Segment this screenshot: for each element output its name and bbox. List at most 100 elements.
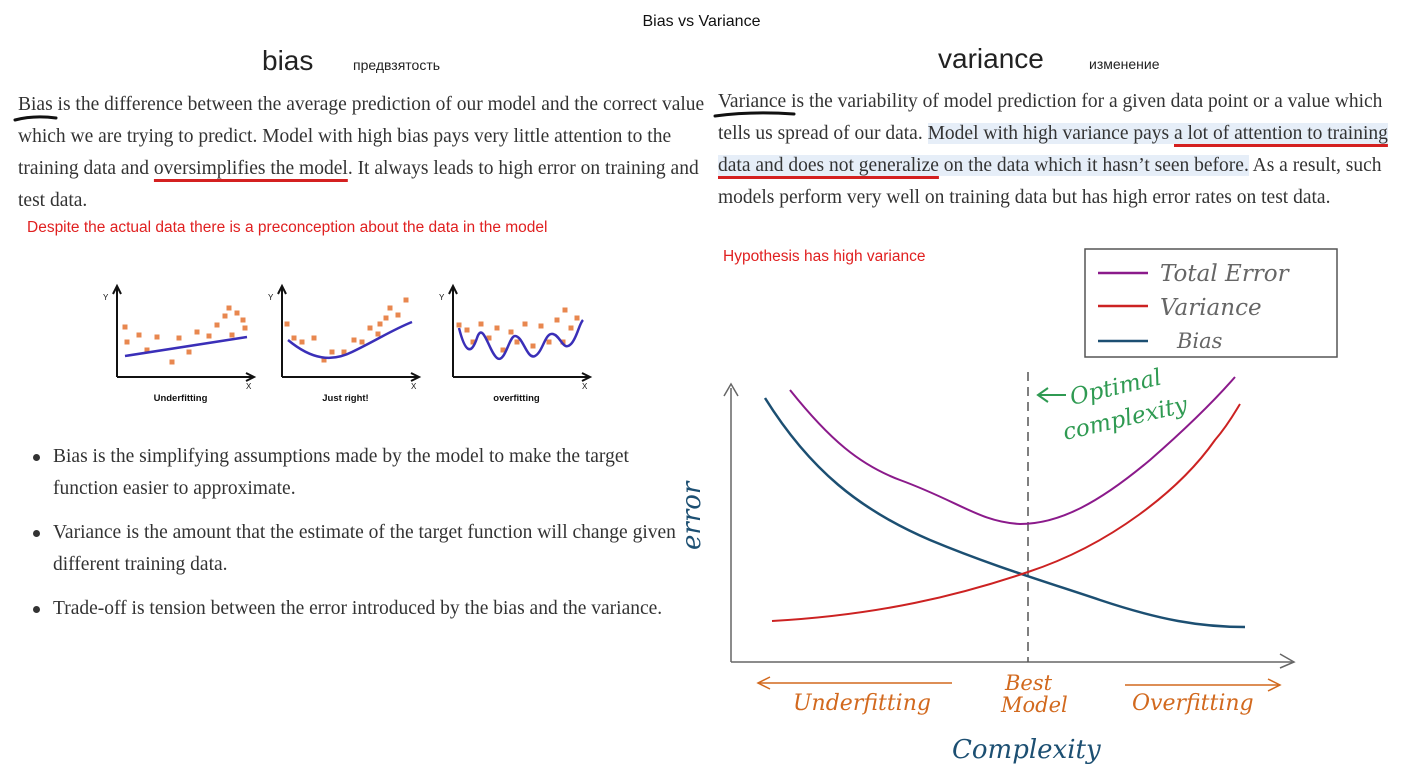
bias-note: Despite the actual data there is a preco… (27, 219, 548, 236)
bias-pen-underline (13, 115, 58, 122)
fit-data-point (124, 339, 130, 345)
fit-data-point (311, 335, 317, 341)
fit-data-point (514, 339, 520, 345)
fit-data-point (562, 307, 568, 313)
fit-data-point (169, 359, 175, 365)
fit-data-point (456, 322, 462, 328)
fit-data-point (299, 339, 305, 345)
fit-data-point (470, 339, 476, 345)
variance-heading: variance (938, 43, 1044, 74)
optimal-arrow (1036, 387, 1066, 403)
total-error-curve (789, 376, 1236, 526)
fit-data-point (574, 315, 580, 321)
fit-data-point (359, 339, 365, 345)
best-label-line2: Model (1000, 693, 1068, 717)
fit-axis-x: X (246, 382, 252, 391)
fit-data-point (229, 332, 235, 338)
legend-variance-label: Variance (1160, 295, 1262, 321)
fit-data-point (122, 324, 128, 330)
fit-curve (124, 335, 248, 358)
fit-data-point (403, 297, 409, 303)
fit-data-point (387, 305, 393, 311)
y-axis-label: error (680, 480, 707, 550)
fit-plot-label: Just right! (322, 393, 368, 404)
fit-data-point (508, 329, 514, 335)
variance-note: Hypothesis has high variance (723, 248, 926, 265)
fit-data-point (546, 339, 552, 345)
bias-term: Bias (18, 94, 53, 115)
fit-data-point (377, 321, 383, 327)
fit-data-point (321, 357, 327, 363)
oversimplifies-emphasis: oversimplifies the model (153, 158, 348, 179)
bullet-item: Variance is the amount that the estimate… (18, 517, 688, 581)
x-axis-label: Complexity (952, 735, 1101, 765)
bias-paragraph: Bias is the difference between the avera… (18, 94, 705, 211)
fit-plot-panel: Y X Just right! (268, 283, 422, 404)
fit-data-point (375, 331, 381, 337)
page-title: Bias vs Variance (642, 13, 761, 30)
fit-data-point (154, 334, 160, 340)
fit-data-point (222, 313, 228, 319)
variance-translation: изменение (1089, 56, 1160, 72)
x-axis-arrow (1279, 653, 1296, 669)
fit-plot-panel: Y X Underfitting (103, 283, 257, 404)
legend-box (1084, 248, 1338, 358)
fit-data-point (234, 310, 240, 316)
fit-data-point (568, 325, 574, 331)
fit-data-point (554, 317, 560, 323)
fit-data-point (530, 343, 536, 349)
fit-data-point (176, 335, 182, 341)
fit-curve (287, 320, 413, 360)
fit-data-point (500, 347, 506, 353)
fit-data-point (194, 329, 200, 335)
fit-data-point (291, 335, 297, 341)
fit-axis-x: X (411, 382, 417, 391)
fit-axis-y: Y (268, 293, 274, 302)
variance-curve (771, 403, 1241, 622)
fit-data-point (206, 333, 212, 339)
legend-bias-label: Bias (1176, 329, 1223, 353)
bias-translation: предвзятость (353, 57, 441, 73)
fit-data-point (136, 332, 142, 338)
fit-data-point (383, 315, 389, 321)
fit-data-point (226, 305, 232, 311)
fit-data-point (284, 321, 290, 327)
tradeoff-chart: Total Error Variance Bias Optimal comple… (680, 248, 1338, 765)
fit-data-point (478, 321, 484, 327)
fit-data-point (144, 347, 150, 353)
fit-data-point (494, 325, 500, 331)
best-label-line1: Best (1004, 671, 1053, 695)
fit-data-point (242, 325, 248, 331)
fit-plot-label: overfitting (493, 393, 540, 404)
variance-term: Variance (718, 91, 787, 112)
fit-axis-y: Y (439, 293, 445, 302)
fit-data-point (341, 349, 347, 355)
y-axis-arrow (723, 382, 739, 397)
fit-data-point (395, 312, 401, 318)
bullet-list: Bias is the simplifying assumptions made… (18, 441, 688, 637)
fit-data-point (538, 323, 544, 329)
fit-axis-y: Y (103, 293, 109, 302)
fit-data-point (522, 321, 528, 327)
fit-plot-label: Underfitting (154, 393, 208, 404)
variance-paragraph: Variance is the variability of model pre… (718, 91, 1388, 208)
underfitting-label: Underfitting (793, 691, 931, 716)
fit-axis-x: X (582, 382, 588, 391)
fit-data-point (214, 322, 220, 328)
fit-data-point (367, 325, 373, 331)
bullet-item: Trade-off is tension between the error i… (18, 593, 688, 625)
fit-data-point (486, 335, 492, 341)
fit-curve (457, 319, 584, 361)
fit-data-point (351, 337, 357, 343)
fit-data-point (464, 327, 470, 333)
fit-data-point (240, 317, 246, 323)
fit-data-point (329, 349, 335, 355)
bias-heading: bias (262, 45, 314, 76)
legend-total-label: Total Error (1160, 261, 1291, 287)
fit-data-point (186, 349, 192, 355)
overfitting-label: Overfitting (1132, 691, 1254, 716)
variance-pen-underline (713, 111, 796, 118)
bullet-item: Bias is the simplifying assumptions made… (18, 441, 688, 505)
